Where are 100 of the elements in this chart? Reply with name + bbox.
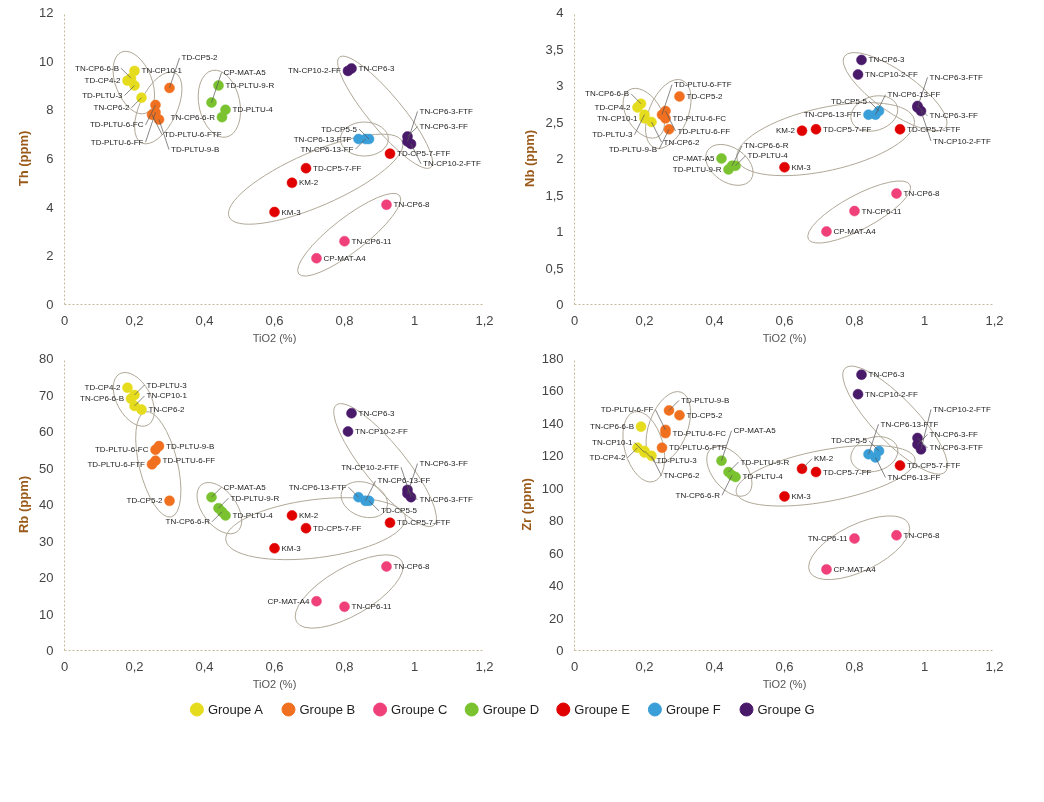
x-tick-label: 0,2 bbox=[635, 312, 654, 328]
annotation: TD-PLTU-9-B bbox=[166, 441, 215, 451]
x-axis-title: TiO2 (%) bbox=[252, 677, 297, 690]
y-axis-title: Nb (ppm) bbox=[522, 129, 538, 188]
y-tick-label: 0 bbox=[556, 297, 564, 312]
annotation: CP-MAT-A5 bbox=[223, 482, 267, 492]
annotation: TD-PLTU-9-B bbox=[681, 395, 730, 405]
legend-label: Groupe D bbox=[482, 702, 540, 717]
annotation: CP-MAT-A4 bbox=[267, 596, 311, 606]
legend-label: Groupe E bbox=[574, 702, 631, 717]
y-tick-label: 4 bbox=[556, 5, 564, 20]
annotation: KM-3 bbox=[791, 491, 812, 501]
annotation: TN-CP6-3-FTF bbox=[929, 443, 983, 453]
annotation: TN-CP6-11 bbox=[351, 236, 392, 246]
annotation: TN-CP6-3-FF bbox=[929, 429, 979, 439]
annotation: TN-CP6-13-FF bbox=[887, 472, 941, 482]
annotation: TD-PLTU-6-FF bbox=[600, 405, 654, 415]
annotation: TN-CP10-2-FTF bbox=[933, 404, 991, 414]
annotation: TD-PLTU-3 bbox=[146, 380, 188, 390]
legend-label: Groupe B bbox=[299, 702, 356, 717]
annotation: TD-PLTU-9-R bbox=[740, 457, 790, 467]
annotation: TN-CP6-6-R bbox=[170, 112, 216, 122]
annotation: TN-CP6-2 bbox=[93, 103, 131, 113]
annotation: TD-PLTU-3 bbox=[82, 91, 124, 100]
y-axis-title: Rb (ppm) bbox=[16, 475, 32, 534]
y-tick-label: 0 bbox=[46, 297, 54, 312]
annotation: TD-PLTU-6-FF bbox=[90, 137, 144, 147]
y-tick-label: 2,5 bbox=[545, 114, 564, 130]
annotation: TN-CP6-3-FF bbox=[419, 459, 469, 469]
y-tick-label: 80 bbox=[549, 513, 564, 529]
x-tick-label: 0,4 bbox=[705, 658, 724, 674]
annotation: CP-MAT-A5 bbox=[733, 426, 777, 436]
annotation: TD-PLTU-9-R bbox=[672, 164, 722, 174]
y-tick-label: 3,5 bbox=[545, 41, 564, 57]
y-tick-label: 10 bbox=[39, 53, 54, 69]
x-tick-label: 1 bbox=[920, 658, 929, 674]
x-tick-label: 0,8 bbox=[335, 312, 354, 328]
annotation: TN-CP6-13-FTF bbox=[803, 110, 862, 120]
annotation: TD-PLTU-9-B bbox=[171, 145, 220, 155]
annotation: TN-CP10-2-FTF bbox=[933, 136, 991, 146]
annotation: TN-CP6-3 bbox=[868, 55, 906, 65]
annotation: TN-CP6-2 bbox=[663, 471, 701, 481]
annotation: TD-PLTU-4 bbox=[742, 472, 784, 482]
legend-label: Groupe C bbox=[391, 702, 448, 717]
y-tick-label: 70 bbox=[39, 387, 54, 403]
annotation: CP-MAT-A4 bbox=[833, 564, 877, 574]
y-tick-label: 30 bbox=[39, 533, 54, 549]
legend-label: Groupe F bbox=[665, 702, 721, 717]
annotation: TD-PLTU-3 bbox=[656, 456, 698, 466]
annotation: TD-PLTU-6-FTF bbox=[669, 443, 727, 453]
x-axis-title: TiO2 (%) bbox=[762, 677, 807, 690]
annotation: CP-MAT-A4 bbox=[323, 253, 367, 263]
annotation: TN-CP6-3-FF bbox=[929, 111, 979, 121]
x-tick-label: 0,4 bbox=[195, 658, 214, 674]
annotation: TN-CP10-1 bbox=[141, 66, 183, 76]
annotation: KM-2 bbox=[299, 178, 319, 188]
annotation: TN-CP6-6-B bbox=[75, 63, 120, 73]
annotation: TD-CP5-7-FTF bbox=[397, 149, 451, 159]
y-tick-label: 180 bbox=[541, 351, 564, 366]
y-tick-label: 3 bbox=[556, 78, 564, 93]
annotation: TN-CP6-3-FF bbox=[419, 122, 469, 132]
annotation: TN-CP10-2-FF bbox=[865, 389, 918, 399]
annotation: TN-CP6-3 bbox=[358, 408, 396, 418]
annotation: KM-2 bbox=[814, 454, 834, 464]
annotation: TD-CP4-2 bbox=[84, 76, 122, 86]
y-tick-label: 160 bbox=[541, 383, 564, 399]
x-tick-label: 1 bbox=[410, 658, 419, 674]
annotation: TD-PLTU-9-B bbox=[608, 144, 657, 154]
y-tick-label: 50 bbox=[39, 460, 54, 476]
x-tick-label: 0,8 bbox=[845, 312, 864, 328]
annotation: TD-PLTU-4 bbox=[232, 510, 274, 520]
x-tick-label: 1,2 bbox=[475, 312, 494, 328]
annotation: TD-PLTU-3 bbox=[592, 130, 634, 140]
annotation: TD-PLTU-6-FTF bbox=[87, 459, 146, 469]
annotation: KM-2 bbox=[775, 126, 796, 136]
annotation: TN-CP6-8 bbox=[903, 189, 941, 199]
annotation: TD-PLTU-4 bbox=[232, 105, 274, 115]
x-tick-label: 1,2 bbox=[985, 312, 1004, 328]
x-axis-title: TiO2 (%) bbox=[252, 331, 297, 344]
annotation: TD-CP4-2 bbox=[589, 453, 627, 463]
annotation: TD-CP5-7-FF bbox=[313, 163, 362, 173]
annotation: TN-CP6-13-FTF bbox=[293, 134, 352, 144]
x-tick-label: 0,4 bbox=[705, 312, 724, 328]
annotation: TN-CP6-6-B bbox=[590, 422, 635, 432]
y-tick-label: 1 bbox=[556, 224, 564, 239]
annotation: TN-CP10-2-FF bbox=[865, 70, 918, 80]
annotation: TD-CP4-2 bbox=[594, 102, 632, 112]
annotation: TD-PLTU-6-FTF bbox=[164, 130, 222, 140]
annotation: TN-CP6-6-R bbox=[744, 141, 789, 151]
annotation: TN-CP6-8 bbox=[393, 200, 431, 210]
annotation: KM-2 bbox=[299, 510, 319, 520]
x-tick-label: 0 bbox=[570, 312, 579, 328]
annotation: TN-CP10-2-FF bbox=[288, 66, 342, 76]
x-tick-label: 0,6 bbox=[265, 658, 284, 674]
annotation: CP-MAT-A4 bbox=[833, 227, 877, 236]
y-tick-label: 1,5 bbox=[545, 187, 564, 203]
y-axis-title: Zr (ppm) bbox=[518, 478, 534, 531]
annotation: TN-CP6-3-FTF bbox=[419, 495, 473, 505]
annotation: KM-3 bbox=[791, 162, 812, 172]
annotation: TD-CP5-7-FF bbox=[823, 467, 872, 477]
